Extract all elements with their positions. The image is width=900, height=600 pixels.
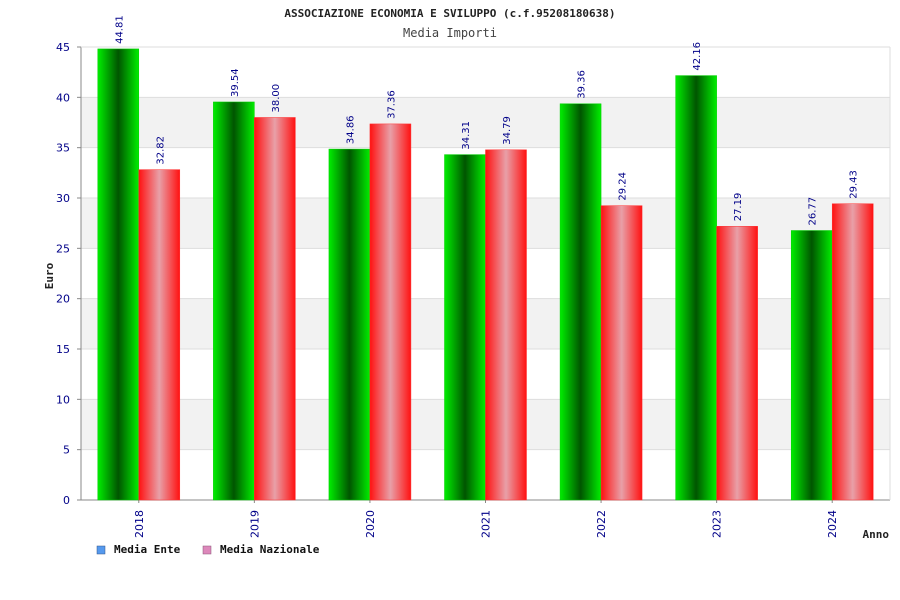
legend-label-media-nazionale: Media Nazionale <box>220 543 320 556</box>
value-label: 39.54 <box>230 68 241 97</box>
bar-media-nazionale-2022 <box>600 205 643 501</box>
plot-band <box>81 47 890 98</box>
y-tick-label: 20 <box>56 293 70 306</box>
value-labels: 44.81 32.82 39.54 38.00 34.86 37.36 34.31 34.79… <box>114 15 859 225</box>
y-tick-label: 30 <box>56 192 70 205</box>
x-tick-label: 2019 <box>248 510 261 538</box>
value-label: 27.19 <box>733 193 744 222</box>
value-label: 44.81 <box>114 15 125 44</box>
bar-media-nazionale-2023 <box>716 226 758 501</box>
value-label: 42.16 <box>692 42 703 71</box>
value-label: 29.24 <box>618 172 629 201</box>
bar-media-ente-2018 <box>97 48 140 501</box>
x-tick-label: 2024 <box>826 510 839 538</box>
value-label: 39.36 <box>577 70 588 99</box>
y-tick-label: 45 <box>56 41 70 54</box>
bar-media-ente-2023 <box>675 75 717 501</box>
value-label: 29.43 <box>849 170 860 199</box>
legend: Media Ente Media Nazionale <box>96 543 320 556</box>
x-tick-label: 2023 <box>711 510 724 538</box>
bar-media-nazionale-2024 <box>831 203 874 501</box>
x-axis-label: Anno <box>863 528 890 541</box>
bar-media-ente-2024 <box>790 230 833 501</box>
value-label: 26.77 <box>808 197 819 226</box>
y-tick-label: 10 <box>56 393 70 406</box>
value-label: 38.00 <box>271 84 282 113</box>
bar-media-nazionale-2020 <box>369 123 412 501</box>
bar-media-ente-2019 <box>213 101 255 501</box>
x-tick-label: 2020 <box>364 510 377 538</box>
value-label: 32.82 <box>155 136 166 165</box>
y-tick-label: 5 <box>63 444 70 457</box>
bar-media-nazionale-2019 <box>254 117 296 501</box>
bar-media-ente-2021 <box>444 154 486 501</box>
bar-media-nazionale-2021 <box>485 149 527 501</box>
y-tick-label: 15 <box>56 343 70 356</box>
x-axis-ticks: 2018 2019 2020 2021 2022 2023 2024 <box>133 510 839 538</box>
legend-label-media-ente: Media Ente <box>114 543 181 556</box>
value-label: 34.31 <box>461 121 472 150</box>
x-tick-label: 2018 <box>133 510 146 538</box>
value-label: 34.79 <box>502 116 513 145</box>
y-axis-label: Euro <box>43 262 56 289</box>
bars <box>97 48 874 501</box>
chart-title: ASSOCIAZIONE ECONOMIA E SVILUPPO (c.f.95… <box>284 7 615 20</box>
value-label: 37.36 <box>386 90 397 119</box>
value-label: 34.86 <box>345 115 356 144</box>
legend-swatch-media-ente <box>96 545 106 555</box>
y-tick-label: 40 <box>56 91 70 104</box>
bar-media-ente-2022 <box>559 103 602 501</box>
chart-subtitle: Media Importi <box>403 26 497 40</box>
y-tick-label: 0 <box>63 494 70 507</box>
legend-swatch-media-nazionale <box>202 545 212 555</box>
x-tick-label: 2021 <box>480 510 493 538</box>
bar-media-ente-2020 <box>328 148 371 501</box>
y-axis-ticks: 0 5 10 15 20 25 30 35 40 45 <box>56 41 70 507</box>
bar-media-nazionale-2018 <box>138 169 181 501</box>
y-tick-label: 35 <box>56 142 70 155</box>
y-tick-label: 25 <box>56 242 70 255</box>
plot-band <box>81 97 890 148</box>
x-tick-label: 2022 <box>595 510 608 538</box>
